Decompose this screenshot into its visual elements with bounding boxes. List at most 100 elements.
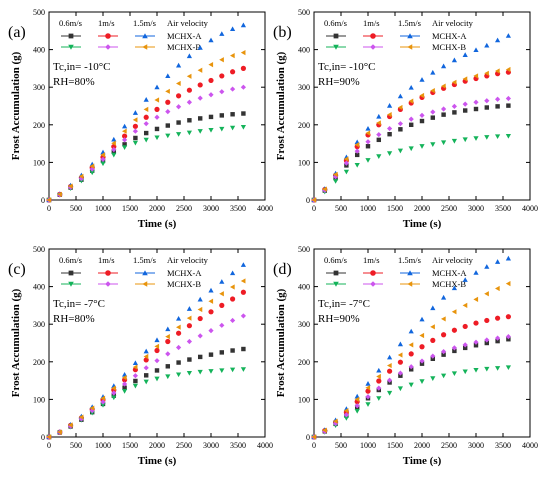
data-point: [208, 369, 214, 374]
panel-d: 0 500 1000 1500 2000 2500 3000 3500 4000 0 100 200 3…: [273, 245, 538, 467]
data-point: [408, 351, 414, 357]
legend-marker: [407, 44, 413, 50]
data-point: [451, 371, 457, 377]
data-point: [230, 86, 236, 92]
data-point: [495, 285, 500, 292]
data-point: [208, 327, 214, 334]
y-tick-label: 300: [298, 320, 310, 329]
panel-label: (b): [273, 24, 292, 41]
x-tick-label: 1000: [360, 204, 376, 213]
data-point: [365, 402, 371, 407]
data-point: [122, 128, 127, 134]
data-point: [484, 366, 490, 372]
data-point: [219, 291, 224, 297]
legend-marker: [105, 44, 111, 50]
y-tick-label: 0: [306, 433, 310, 442]
data-point: [430, 69, 436, 75]
data-point: [230, 69, 236, 75]
data-point: [143, 97, 149, 102]
data-point: [208, 77, 214, 84]
x-tick-label: 500: [70, 204, 82, 213]
data-point: [387, 125, 393, 132]
data-point: [419, 316, 425, 322]
legend-header-text: 1.5m/s: [398, 255, 421, 265]
data-point: [100, 395, 106, 401]
data-point: [230, 296, 236, 302]
data-point: [208, 127, 214, 133]
x-tick-label: 3000: [203, 441, 219, 450]
data-point: [387, 390, 393, 396]
legend-marker: [333, 270, 339, 276]
data-point: [176, 315, 182, 321]
data-point: [333, 179, 339, 184]
data-point: [132, 373, 138, 379]
y-axis-title: Frost Accumulation (g): [10, 288, 22, 397]
data-point: [505, 255, 511, 261]
data-point: [154, 114, 160, 120]
data-point: [240, 50, 246, 56]
data-point: [387, 112, 392, 118]
data-point: [230, 348, 235, 353]
data-point: [122, 385, 127, 390]
data-point: [462, 137, 468, 143]
x-tick-label: 3000: [468, 204, 484, 213]
data-point: [100, 156, 106, 162]
data-point: [89, 170, 95, 176]
legend-header-text: 1m/s: [363, 18, 380, 28]
data-point: [197, 333, 203, 339]
data-point: [343, 169, 349, 175]
data-point: [484, 98, 490, 104]
data-point: [122, 123, 128, 129]
data-point: [219, 113, 225, 118]
legend-row-label: MCHX-B: [432, 279, 466, 289]
data-point: [451, 103, 457, 109]
legend-marker: [68, 33, 74, 39]
data-point: [333, 418, 338, 424]
data-point: [365, 144, 371, 149]
x-tick-label: 500: [70, 441, 82, 450]
data-point: [240, 367, 246, 372]
legend-marker: [105, 281, 111, 287]
panel-c: 0 500 1000 1500 2000 2500 3000 3500 4000 0 100 200 3…: [8, 245, 273, 467]
data-point: [430, 87, 435, 94]
data-point: [430, 376, 436, 381]
legend-row-label: MCHX-A: [432, 268, 467, 278]
data-point: [376, 396, 382, 401]
data-point: [176, 62, 182, 68]
legend-marker: [68, 44, 74, 50]
data-point: [505, 33, 511, 38]
data-point: [462, 108, 468, 113]
x-tick-label: 3500: [495, 441, 511, 450]
data-point: [505, 365, 511, 371]
data-point: [376, 137, 382, 143]
data-point: [240, 262, 246, 267]
data-point: [441, 373, 447, 379]
x-tick-label: 1000: [360, 441, 376, 450]
data-point: [495, 366, 501, 371]
data-point: [176, 120, 181, 125]
data-point: [451, 57, 457, 63]
data-point: [165, 364, 171, 369]
data-point: [398, 127, 403, 132]
legend-marker: [105, 33, 111, 39]
data-point: [197, 82, 203, 88]
data-point: [176, 104, 182, 110]
condition-text: Tc,in= -10°C: [318, 61, 376, 73]
data-point: [197, 354, 203, 360]
data-point: [143, 114, 149, 120]
data-point: [111, 395, 117, 401]
data-point: [197, 296, 203, 302]
data-point: [462, 277, 468, 282]
data-point: [441, 140, 447, 146]
data-point: [451, 79, 457, 85]
data-point: [111, 147, 117, 153]
data-point: [354, 152, 360, 158]
series-mchx-b-0p6m-s: [46, 124, 246, 203]
data-point: [365, 158, 371, 163]
x-tick-label: 1500: [122, 204, 138, 213]
data-point: [111, 152, 117, 158]
data-point: [165, 133, 171, 139]
y-tick-label: 200: [33, 358, 45, 367]
data-point: [186, 338, 192, 345]
series-mchx-b-1m-s: [46, 84, 246, 203]
